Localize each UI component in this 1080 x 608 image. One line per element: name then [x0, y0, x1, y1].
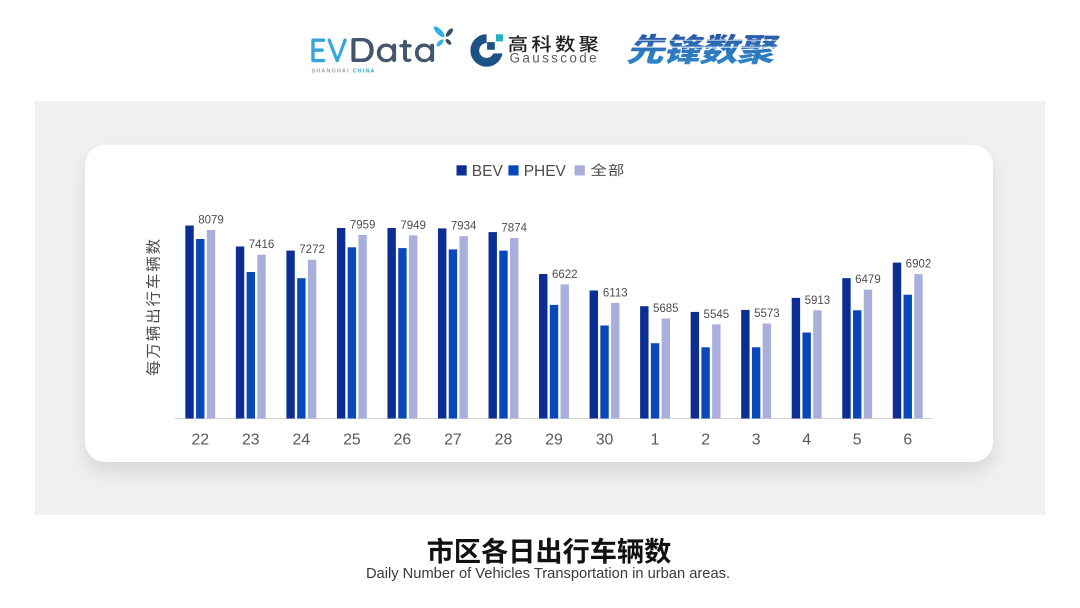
svg-text:BEV: BEV — [472, 163, 504, 180]
svg-text:6113: 6113 — [603, 287, 628, 299]
svg-text:6479: 6479 — [855, 274, 881, 286]
svg-text:SHANGHAI CHINA: SHANGHAI CHINA — [312, 69, 376, 75]
svg-text:30: 30 — [596, 432, 614, 449]
svg-text:24: 24 — [293, 432, 311, 449]
svg-text:25: 25 — [343, 432, 361, 449]
svg-text:5545: 5545 — [704, 309, 730, 321]
svg-text:6: 6 — [903, 432, 912, 449]
svg-text:23: 23 — [242, 432, 260, 449]
svg-text:5573: 5573 — [754, 308, 780, 320]
svg-text:7416: 7416 — [249, 239, 275, 251]
svg-text:22: 22 — [191, 432, 209, 449]
svg-text:26: 26 — [394, 432, 412, 449]
svg-text:7949: 7949 — [400, 220, 426, 232]
svg-text:27: 27 — [444, 432, 462, 449]
svg-text:7874: 7874 — [501, 222, 527, 234]
svg-text:4: 4 — [802, 432, 811, 449]
svg-text:8079: 8079 — [198, 215, 224, 227]
svg-text:2: 2 — [701, 432, 710, 449]
svg-text:Gausscode: Gausscode — [510, 51, 599, 66]
svg-text:7934: 7934 — [451, 221, 477, 233]
svg-text:29: 29 — [545, 432, 563, 449]
svg-text:28: 28 — [495, 432, 513, 449]
svg-text:3: 3 — [752, 432, 761, 449]
svg-text:1: 1 — [651, 432, 660, 449]
svg-text:7272: 7272 — [299, 244, 325, 256]
svg-text:7959: 7959 — [350, 220, 376, 232]
svg-text:5913: 5913 — [805, 295, 831, 307]
svg-text:6622: 6622 — [552, 269, 578, 281]
svg-text:PHEV: PHEV — [524, 163, 567, 180]
svg-text:6902: 6902 — [906, 259, 932, 271]
svg-text:5685: 5685 — [653, 303, 679, 315]
svg-text:5: 5 — [853, 432, 862, 449]
